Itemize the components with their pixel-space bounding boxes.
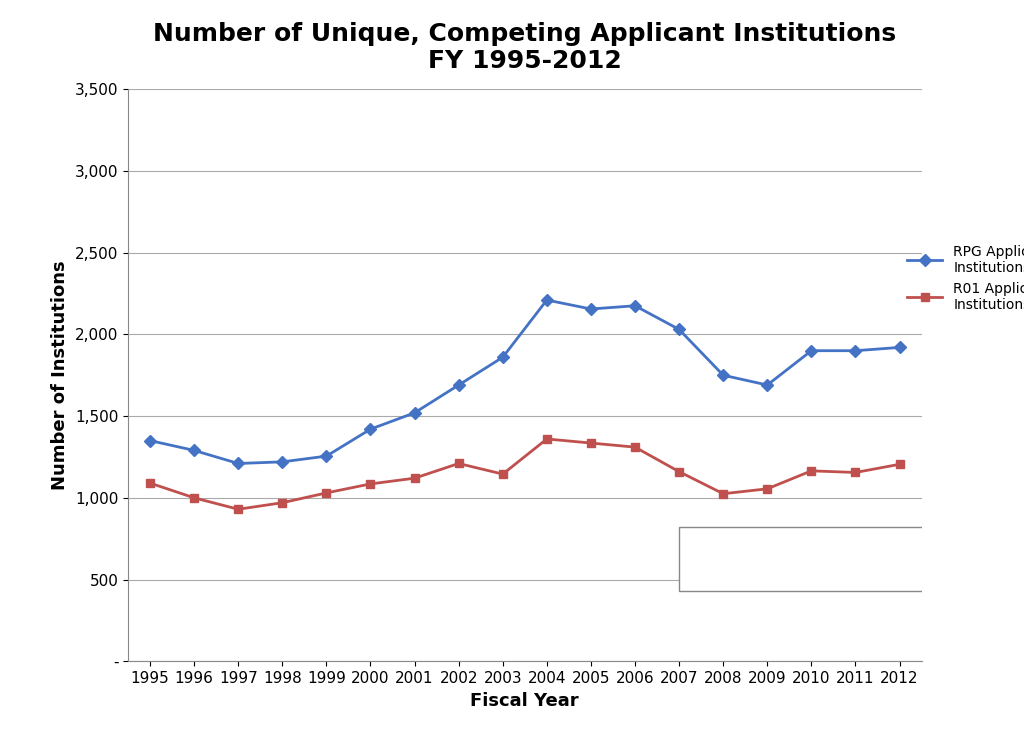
RPG Applicant
Institutions <box>585 305 597 314</box>
RPG Applicant
Institutions <box>365 425 377 434</box>
Title: Number of Unique, Competing Applicant Institutions
FY 1995-2012: Number of Unique, Competing Applicant In… <box>154 22 896 74</box>
X-axis label: Fiscal Year: Fiscal Year <box>470 692 580 710</box>
R01 Applicant
Institutions <box>805 467 817 476</box>
Legend: RPG Applicant
Institutions, R01 Applicant
Institutions: RPG Applicant Institutions, R01 Applican… <box>902 239 1024 317</box>
RPG Applicant
Institutions <box>673 325 685 334</box>
R01 Applicant
Institutions <box>497 470 509 478</box>
Line: RPG Applicant
Institutions: RPG Applicant Institutions <box>145 296 904 467</box>
Y-axis label: Number of Institutions: Number of Institutions <box>51 260 70 490</box>
R01 Applicant
Institutions <box>453 459 465 468</box>
RPG Applicant
Institutions <box>232 459 245 468</box>
RPG Applicant
Institutions <box>409 409 421 418</box>
RPG Applicant
Institutions <box>321 452 333 461</box>
R01 Applicant
Institutions <box>629 443 641 452</box>
RPG Applicant
Institutions <box>805 346 817 355</box>
RPG Applicant
Institutions <box>188 446 201 455</box>
Line: R01 Applicant
Institutions: R01 Applicant Institutions <box>145 435 904 513</box>
RPG Applicant
Institutions <box>761 380 773 389</box>
RPG Applicant
Institutions <box>893 343 905 352</box>
R01 Applicant
Institutions <box>188 493 201 502</box>
R01 Applicant
Institutions <box>409 474 421 483</box>
R01 Applicant
Institutions <box>849 468 861 477</box>
R01 Applicant
Institutions <box>761 484 773 493</box>
RPG Applicant
Institutions <box>717 371 729 380</box>
R01 Applicant
Institutions <box>893 460 905 469</box>
RPG Applicant
Institutions <box>849 346 861 355</box>
R01 Applicant
Institutions <box>321 488 333 497</box>
R01 Applicant
Institutions <box>232 504 245 513</box>
R01 Applicant
Institutions <box>585 438 597 447</box>
FancyBboxPatch shape <box>679 528 1024 591</box>
R01 Applicant
Institutions <box>144 478 157 487</box>
RPG Applicant
Institutions <box>497 353 509 362</box>
R01 Applicant
Institutions <box>541 435 553 444</box>
RPG Applicant
Institutions <box>541 296 553 305</box>
RPG Applicant
Institutions <box>144 436 157 445</box>
R01 Applicant
Institutions <box>276 499 289 507</box>
RPG Applicant
Institutions <box>629 302 641 311</box>
R01 Applicant
Institutions <box>365 479 377 488</box>
RPG Applicant
Institutions <box>276 458 289 467</box>
R01 Applicant
Institutions <box>673 467 685 476</box>
R01 Applicant
Institutions <box>717 489 729 498</box>
RPG Applicant
Institutions <box>453 380 465 389</box>
